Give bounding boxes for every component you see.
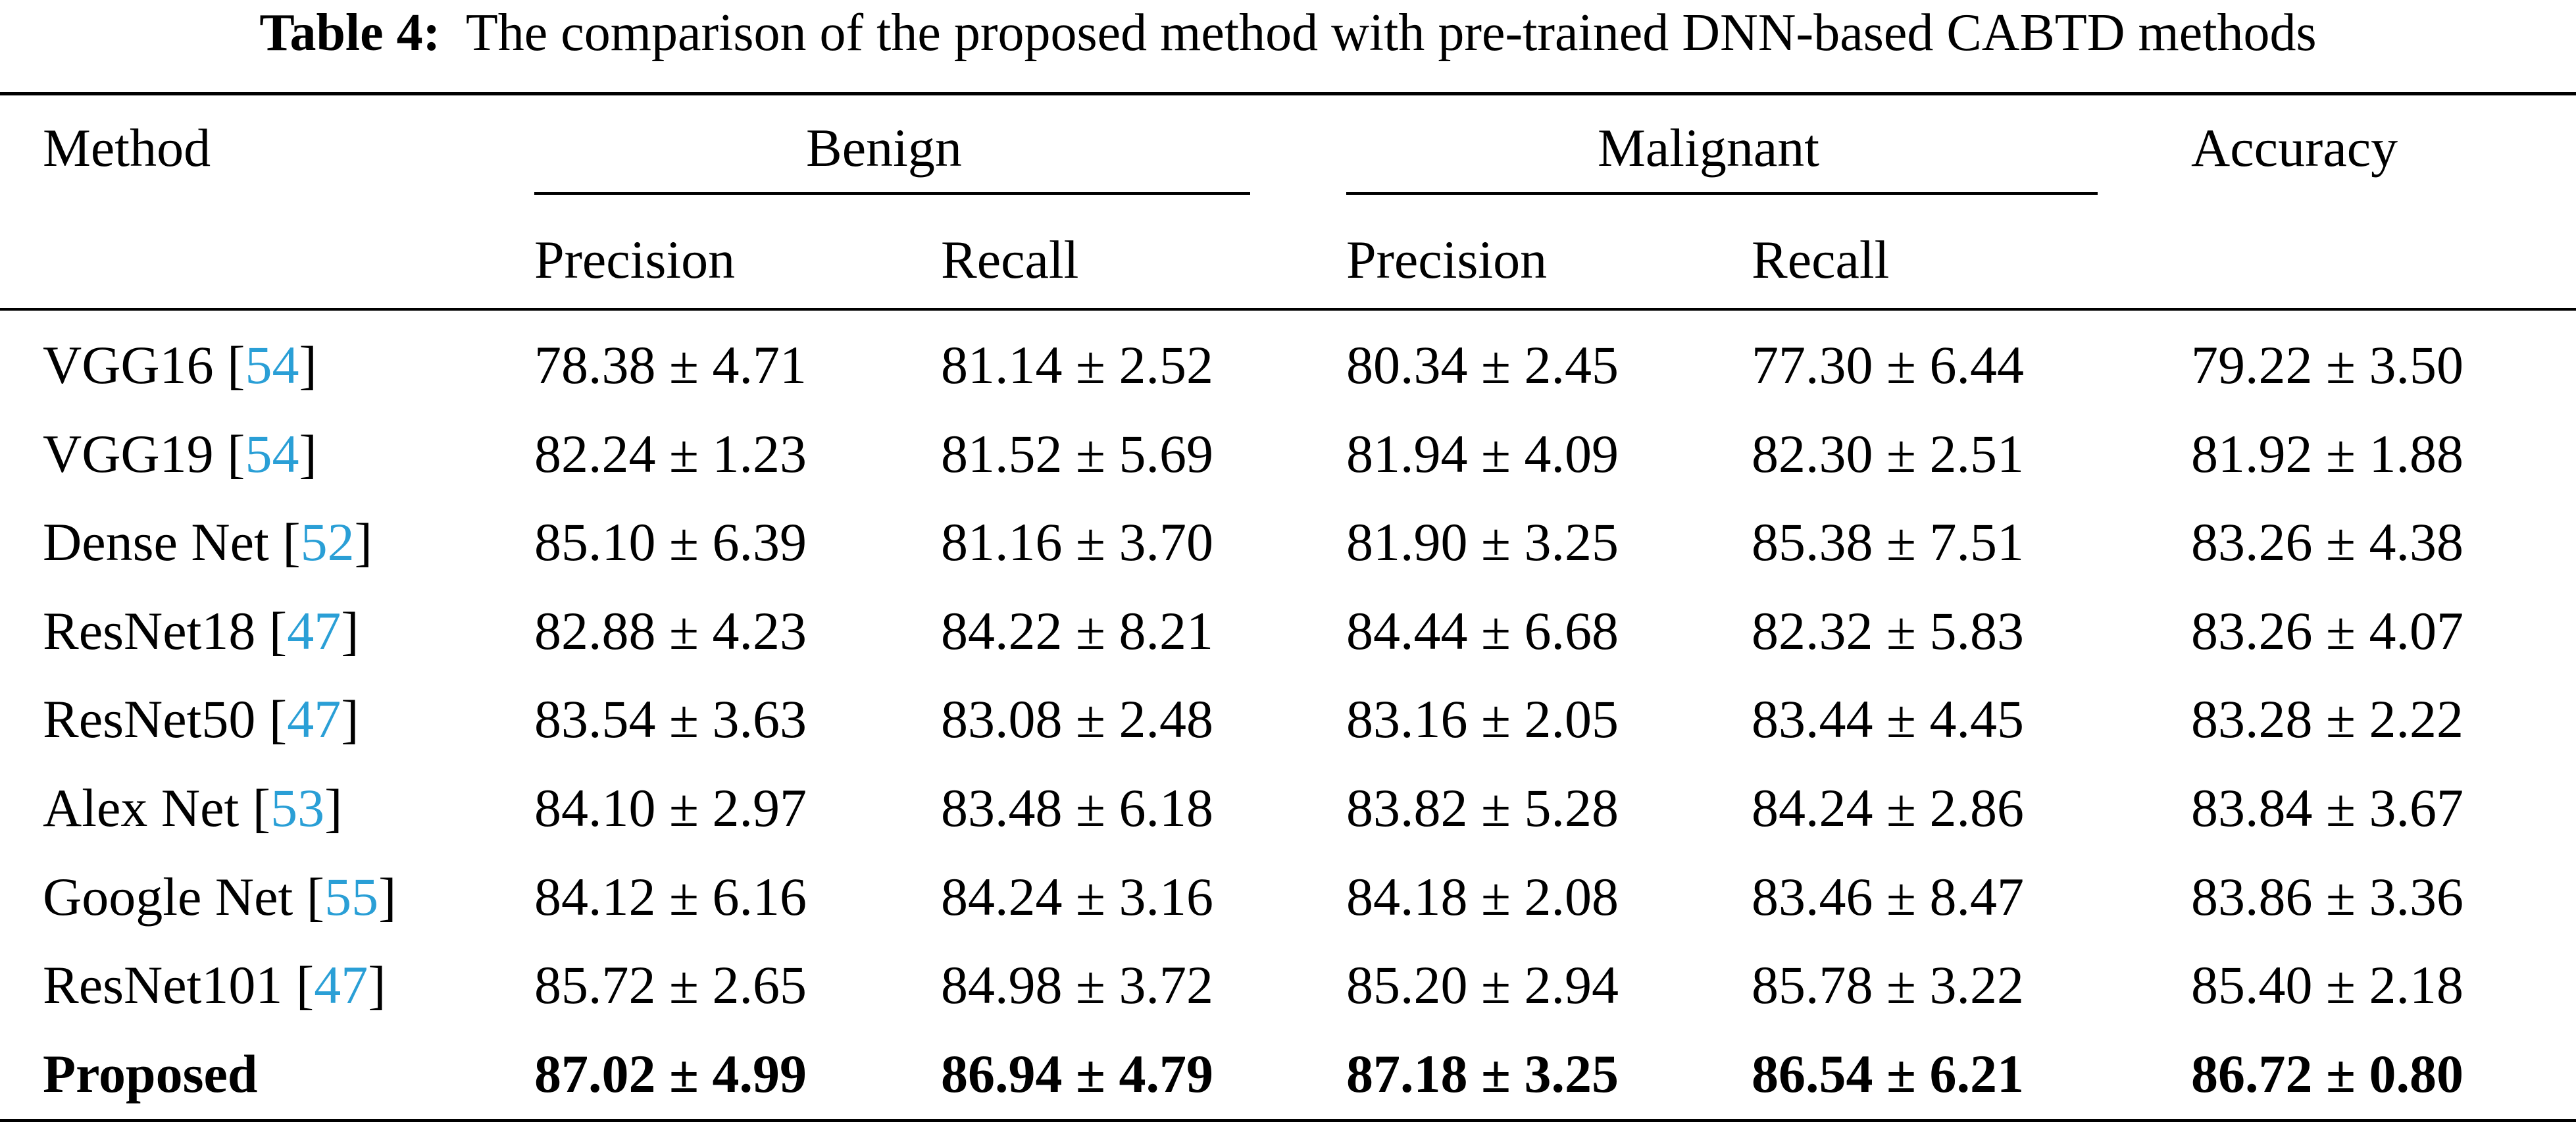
accuracy-cell: 83.84 ± 3.67 <box>2191 778 2464 838</box>
header-malignant: Malignant <box>1598 118 1820 178</box>
method-name: Proposed <box>43 1044 258 1104</box>
benign-precision-cell: 85.10 ± 6.39 <box>534 512 807 572</box>
malignant-precision-cell: 81.94 ± 4.09 <box>1346 424 1619 484</box>
benign-recall-cell: 81.16 ± 3.70 <box>941 512 1214 572</box>
citation-link[interactable]: 54 <box>245 335 299 395</box>
benign-group-rule <box>534 192 1250 195</box>
accuracy-cell: 79.22 ± 3.50 <box>2191 335 2464 395</box>
header-malignant-precision: Precision <box>1346 230 1548 290</box>
accuracy-cell: 83.86 ± 3.36 <box>2191 867 2464 927</box>
benign-recall-cell: 81.14 ± 2.52 <box>941 335 1214 395</box>
header-accuracy: Accuracy <box>2191 118 2398 178</box>
citation-link[interactable]: 47 <box>314 955 368 1015</box>
benign-precision-cell: 83.54 ± 3.63 <box>534 689 807 749</box>
method-cell: ResNet18 [47] <box>43 601 359 661</box>
citation-link[interactable]: 52 <box>300 512 355 572</box>
method-name: Google Net <box>43 867 293 927</box>
method-cell: Dense Net [52] <box>43 512 372 572</box>
header-method: Method <box>43 118 211 178</box>
malignant-precision-cell: 87.18 ± 3.25 <box>1346 1044 1619 1104</box>
benign-precision-cell: 85.72 ± 2.65 <box>534 955 807 1015</box>
citation-link[interactable]: 47 <box>287 601 341 661</box>
benign-recall-cell: 84.98 ± 3.72 <box>941 955 1214 1015</box>
method-name: Alex Net <box>43 778 240 838</box>
header-rule <box>0 308 2576 311</box>
malignant-precision-cell: 83.16 ± 2.05 <box>1346 689 1619 749</box>
method-cell: VGG16 [54] <box>43 335 317 395</box>
malignant-recall-cell: 82.32 ± 5.83 <box>1752 601 2025 661</box>
table-caption-text: The comparison of the proposed method wi… <box>465 4 2317 62</box>
malignant-recall-cell: 86.54 ± 6.21 <box>1752 1044 2025 1104</box>
accuracy-cell: 81.92 ± 1.88 <box>2191 424 2464 484</box>
benign-precision-cell: 82.24 ± 1.23 <box>534 424 807 484</box>
malignant-recall-cell: 84.24 ± 2.86 <box>1752 778 2025 838</box>
bottom-rule <box>0 1119 2576 1122</box>
benign-precision-cell: 84.12 ± 6.16 <box>534 867 807 927</box>
citation-link[interactable]: 55 <box>324 867 379 927</box>
method-name: ResNet18 <box>43 601 256 661</box>
benign-precision-cell: 82.88 ± 4.23 <box>534 601 807 661</box>
method-name: Dense Net <box>43 512 269 572</box>
benign-recall-cell: 84.22 ± 8.21 <box>941 601 1214 661</box>
malignant-precision-cell: 85.20 ± 2.94 <box>1346 955 1619 1015</box>
malignant-recall-cell: 83.46 ± 8.47 <box>1752 867 2025 927</box>
citation-link[interactable]: 47 <box>287 689 341 749</box>
malignant-precision-cell: 81.90 ± 3.25 <box>1346 512 1619 572</box>
header-benign: Benign <box>806 118 962 178</box>
benign-precision-cell: 84.10 ± 2.97 <box>534 778 807 838</box>
malignant-recall-cell: 83.44 ± 4.45 <box>1752 689 2025 749</box>
table-caption-label: Table 4: <box>259 4 441 62</box>
accuracy-cell: 83.26 ± 4.07 <box>2191 601 2464 661</box>
malignant-precision-cell: 84.18 ± 2.08 <box>1346 867 1619 927</box>
top-rule <box>0 92 2576 95</box>
benign-precision-cell: 78.38 ± 4.71 <box>534 335 807 395</box>
citation-link[interactable]: 53 <box>270 778 325 838</box>
accuracy-cell: 85.40 ± 2.18 <box>2191 955 2464 1015</box>
malignant-recall-cell: 85.78 ± 3.22 <box>1752 955 2025 1015</box>
malignant-recall-cell: 85.38 ± 7.51 <box>1752 512 2025 572</box>
citation-link[interactable]: 54 <box>245 424 299 484</box>
method-name: ResNet101 <box>43 955 283 1015</box>
benign-recall-cell: 86.94 ± 4.79 <box>941 1044 1214 1104</box>
accuracy-cell: 86.72 ± 0.80 <box>2191 1044 2464 1104</box>
header-malignant-recall: Recall <box>1752 230 1890 290</box>
benign-precision-cell: 87.02 ± 4.99 <box>534 1044 807 1104</box>
malignant-precision-cell: 80.34 ± 2.45 <box>1346 335 1619 395</box>
method-cell: VGG19 [54] <box>43 424 317 484</box>
benign-recall-cell: 83.48 ± 6.18 <box>941 778 1214 838</box>
method-cell: Alex Net [53] <box>43 778 343 838</box>
malignant-recall-cell: 82.30 ± 2.51 <box>1752 424 2025 484</box>
benign-recall-cell: 84.24 ± 3.16 <box>941 867 1214 927</box>
table-caption: Table 4: The comparison of the proposed … <box>0 3 2576 63</box>
accuracy-cell: 83.26 ± 4.38 <box>2191 512 2464 572</box>
method-cell: ResNet101 [47] <box>43 955 386 1015</box>
method-name: VGG19 <box>43 424 214 484</box>
malignant-group-rule <box>1346 192 2098 195</box>
header-benign-precision: Precision <box>534 230 736 290</box>
malignant-precision-cell: 83.82 ± 5.28 <box>1346 778 1619 838</box>
malignant-precision-cell: 84.44 ± 6.68 <box>1346 601 1619 661</box>
malignant-recall-cell: 77.30 ± 6.44 <box>1752 335 2025 395</box>
method-name: VGG16 <box>43 335 214 395</box>
method-name: ResNet50 <box>43 689 256 749</box>
header-benign-recall: Recall <box>941 230 1079 290</box>
method-cell: Google Net [55] <box>43 867 397 927</box>
benign-recall-cell: 83.08 ± 2.48 <box>941 689 1214 749</box>
method-cell: ResNet50 [47] <box>43 689 359 749</box>
benign-recall-cell: 81.52 ± 5.69 <box>941 424 1214 484</box>
method-cell: Proposed <box>43 1041 258 1107</box>
accuracy-cell: 83.28 ± 2.22 <box>2191 689 2464 749</box>
